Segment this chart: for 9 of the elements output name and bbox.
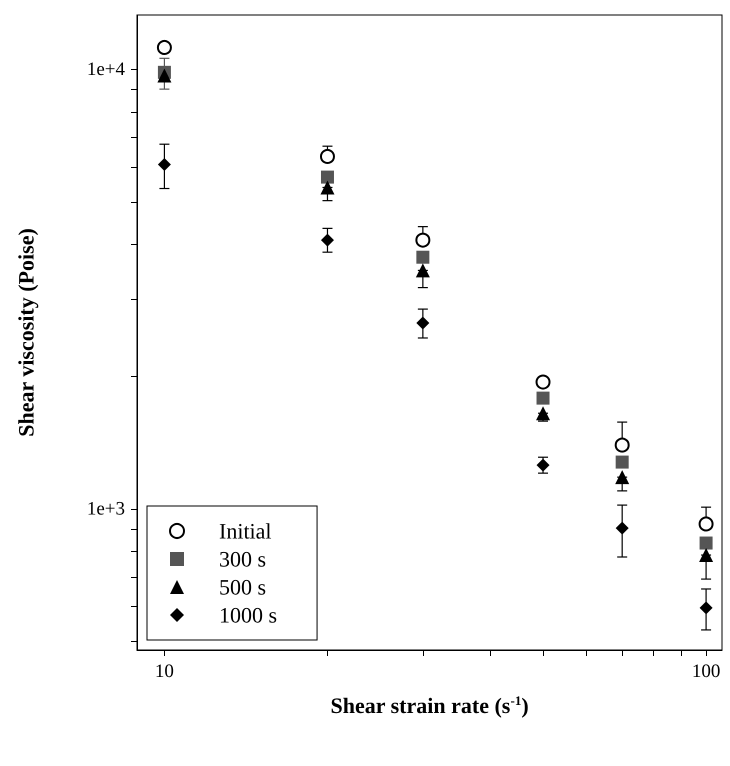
y-tick-label: 1e+4 (86, 58, 126, 80)
legend-label: Initial (219, 518, 272, 544)
legend-label: 300 s (219, 546, 266, 572)
legend-label: 500 s (219, 574, 266, 600)
legend-label: 1000 s (219, 602, 278, 628)
y-axis-title: Shear viscosity (Poise) (14, 228, 38, 437)
y-tick-label: 1e+3 (86, 498, 125, 520)
x-tick-label: 10 (154, 661, 174, 682)
x-tick-label: 100 (692, 661, 720, 682)
